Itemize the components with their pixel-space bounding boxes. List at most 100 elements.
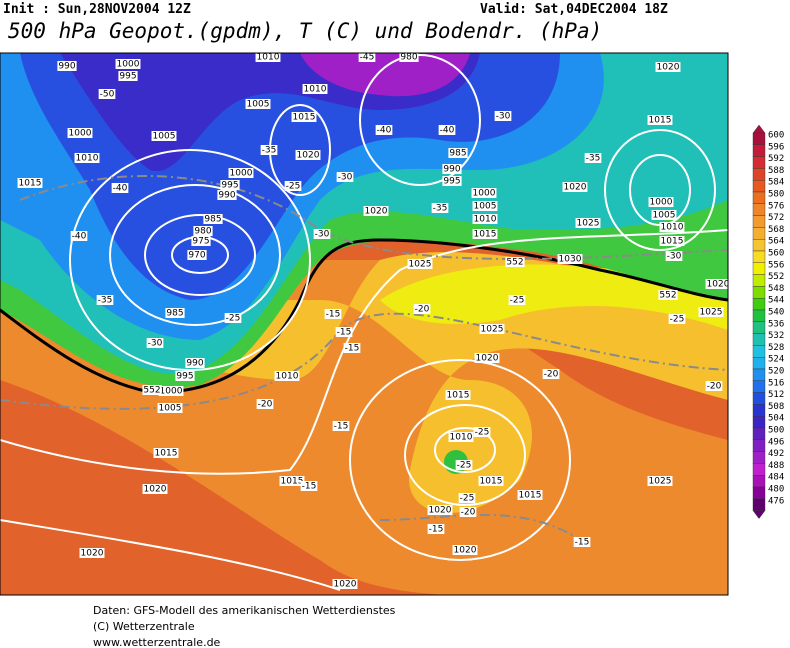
contour-label: -15 [334, 422, 349, 432]
label-bg [67, 128, 93, 138]
colorbar-swatch [752, 203, 766, 216]
contour-label: 1000 [230, 169, 253, 179]
isobar [359, 54, 481, 186]
label-bg [659, 236, 685, 246]
colorbar-bottom-arrow [752, 510, 766, 519]
contour-label: -25 [460, 494, 475, 504]
colorbar-swatch [752, 215, 766, 228]
contour-label: 1025 [409, 260, 432, 270]
colorbar-label: 548 [768, 284, 784, 294]
label-bg [445, 390, 471, 400]
label-bg [224, 313, 242, 323]
contour-label: 1005 [159, 404, 182, 414]
contour-label: 1010 [304, 85, 327, 95]
isobar [0, 519, 341, 591]
contour-label: -15 [326, 310, 341, 320]
label-bg [279, 476, 305, 486]
contour-label: 1005 [474, 202, 497, 212]
isobar [404, 404, 526, 506]
contour-label: 995 [221, 181, 238, 191]
label-bg [302, 84, 328, 94]
colorbar-label: 480 [768, 485, 784, 495]
label-bg [427, 505, 453, 515]
contour-label: -35 [262, 146, 277, 156]
contour-label: -15 [302, 482, 317, 492]
contour-label: 1020 [334, 580, 357, 590]
label-bg [705, 279, 728, 289]
colorbar-label: 524 [768, 355, 784, 365]
label-bg [375, 125, 393, 135]
contour-label: -25 [670, 315, 685, 325]
colorbar-label: 588 [768, 166, 784, 176]
contour-label: 1010 [276, 372, 299, 382]
label-bg [658, 290, 678, 300]
contour-label: 1015 [519, 491, 542, 501]
label-bg [438, 125, 456, 135]
label-bg [151, 131, 177, 141]
contour-label: 1020 [707, 280, 730, 290]
contour-label: 995 [443, 177, 460, 187]
contour-label: -15 [575, 538, 590, 548]
contour-label: -15 [337, 328, 352, 338]
contour-label: -35 [433, 204, 448, 214]
label-bg [343, 343, 361, 353]
label-bg [157, 403, 183, 413]
label-bg [115, 59, 141, 69]
label-bg [118, 71, 138, 81]
colorbar-swatch [752, 309, 766, 323]
label-bg [655, 62, 681, 72]
label-bg [698, 307, 724, 317]
colorbar-label: 500 [768, 426, 784, 436]
contour-label: -45 [360, 53, 375, 63]
label-bg [473, 427, 491, 437]
label-bg [474, 353, 500, 363]
label-bg [17, 178, 43, 188]
label-bg [647, 115, 673, 125]
label-bg [79, 548, 105, 558]
label-bg [584, 153, 602, 163]
label-bg [153, 448, 179, 458]
label-bg [146, 338, 164, 348]
label-bg [399, 53, 419, 62]
colorbar-label: 476 [768, 496, 784, 506]
contour-label: -20 [707, 382, 722, 392]
label-bg [165, 308, 185, 318]
field-purple [300, 53, 470, 97]
colorbar-swatch [752, 274, 766, 287]
colorbar-label: 516 [768, 378, 784, 388]
label-bg [472, 214, 498, 224]
label-bg [458, 493, 476, 503]
contour-label: 990 [443, 165, 460, 175]
label-bg [284, 181, 302, 191]
contour-label: -20 [544, 370, 559, 380]
isobar [604, 129, 716, 251]
contour-label: 1010 [257, 53, 280, 63]
contour-label: -25 [475, 428, 490, 438]
colorbar-swatch [752, 262, 766, 275]
label-bg [193, 226, 213, 236]
label-bg [332, 421, 350, 431]
colorbar-swatch [752, 227, 766, 240]
label-bg [363, 206, 389, 216]
label-bg [228, 168, 254, 178]
colorbar-swatch [752, 168, 766, 181]
label-bg [203, 214, 223, 224]
contour-label: 1030 [559, 255, 582, 265]
colorbar-swatch [752, 451, 766, 464]
label-bg [335, 327, 353, 337]
label-bg [471, 188, 497, 198]
colorbar-swatch [752, 427, 766, 441]
label-bg [494, 111, 512, 121]
contour-label: -25 [286, 182, 301, 192]
colorbar-label: 508 [768, 402, 784, 412]
contour-label: 975 [192, 237, 209, 247]
colorbar-label: 556 [768, 260, 784, 270]
label-bg [651, 210, 677, 220]
contour-label: 1020 [365, 207, 388, 217]
colorbar-label: 544 [768, 296, 784, 306]
label-bg [407, 259, 433, 269]
map-title: 500 hPa Geopot.(gpdm), T (C) und Bodendr… [8, 19, 602, 43]
contour-label: 552 [659, 291, 676, 301]
isobar [434, 427, 496, 473]
label-bg [300, 481, 318, 491]
